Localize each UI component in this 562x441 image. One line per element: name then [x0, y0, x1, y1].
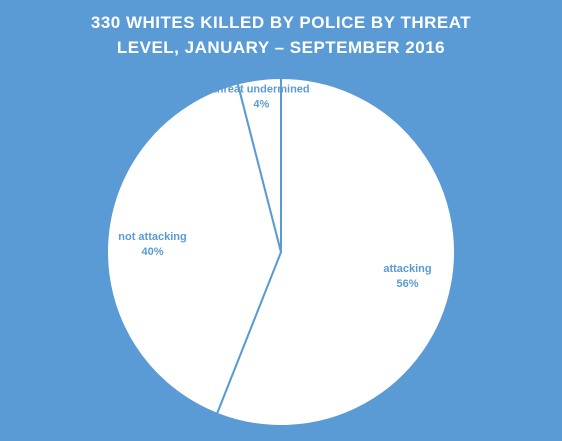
value-label: 56%	[396, 278, 418, 290]
category-label: not attacking	[118, 231, 186, 243]
value-label: 4%	[253, 99, 269, 111]
category-label: threat undermined	[213, 84, 310, 96]
value-label: 40%	[141, 246, 163, 258]
category-label: attacking	[383, 263, 431, 275]
pie-slice	[215, 76, 456, 427]
pie-slice	[236, 76, 282, 253]
pie-slice	[106, 82, 283, 416]
chart-title: 330 WHITES KILLED BY POLICE BY THREAT LE…	[90, 13, 472, 57]
